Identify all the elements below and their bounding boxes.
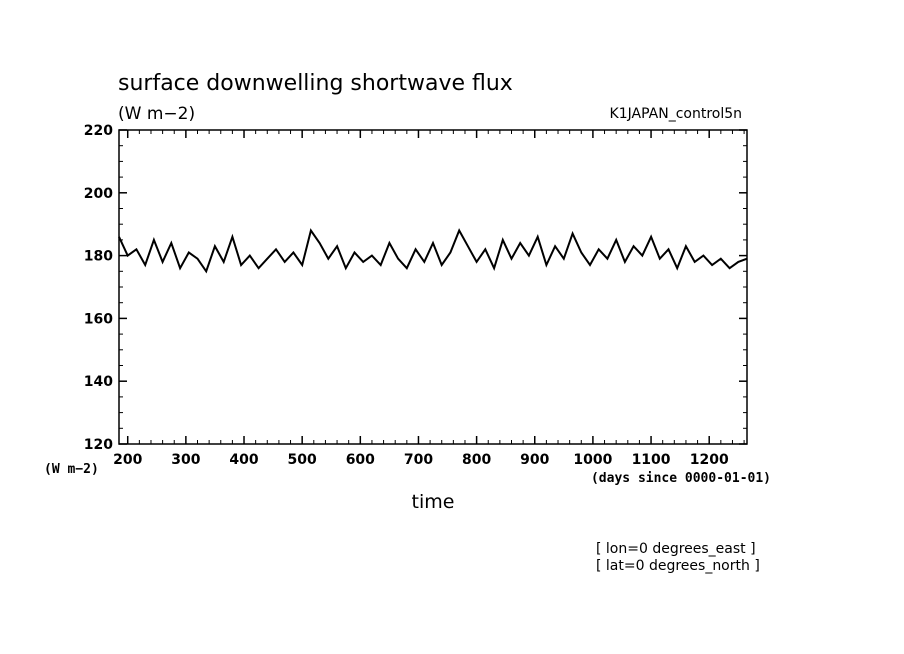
- y-tick-label: 180: [84, 249, 113, 265]
- y-tick-label: 220: [84, 123, 113, 139]
- y-tick-label: 140: [84, 374, 113, 390]
- x-tick-label: 1000: [573, 452, 612, 468]
- x-axis-units: (days since 0000-01-01): [591, 471, 771, 486]
- location-lon: [ lon=0 degrees_east ]: [596, 541, 756, 557]
- x-tick-label: 800: [462, 452, 491, 468]
- x-tick-label: 400: [229, 452, 258, 468]
- y-tick-label: 200: [84, 186, 113, 202]
- x-tick-label: 1200: [690, 452, 729, 468]
- plot-frame: [118, 129, 748, 445]
- y-tick-label: 120: [84, 437, 113, 453]
- x-tick-label: 200: [113, 452, 142, 468]
- x-tick-label: 500: [288, 452, 317, 468]
- experiment-label: K1JAPAN_control5n: [610, 106, 742, 122]
- x-axis-label: time: [412, 491, 455, 513]
- x-tick-label: 600: [346, 452, 375, 468]
- chart-title: surface downwelling shortwave flux: [118, 71, 513, 96]
- y-axis-units: (W m−2): [44, 462, 99, 477]
- x-tick-label: 1100: [632, 452, 671, 468]
- location-lat: [ lat=0 degrees_north ]: [596, 558, 760, 574]
- x-tick-label: 300: [171, 452, 200, 468]
- y-tick-label: 160: [84, 311, 113, 327]
- series-line: [118, 228, 748, 274]
- x-tick-label: 900: [520, 452, 549, 468]
- y-axis: 120 140 160 180 200 220: [84, 123, 747, 453]
- x-axis: 200 300 400 500 600 700 800 900 1000 1100 1200: [113, 130, 745, 468]
- units-label: (W m−2): [118, 104, 195, 124]
- x-tick-label: 700: [404, 452, 433, 468]
